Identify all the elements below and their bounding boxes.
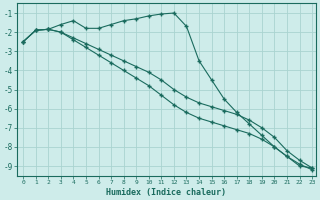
X-axis label: Humidex (Indice chaleur): Humidex (Indice chaleur) <box>106 188 226 197</box>
